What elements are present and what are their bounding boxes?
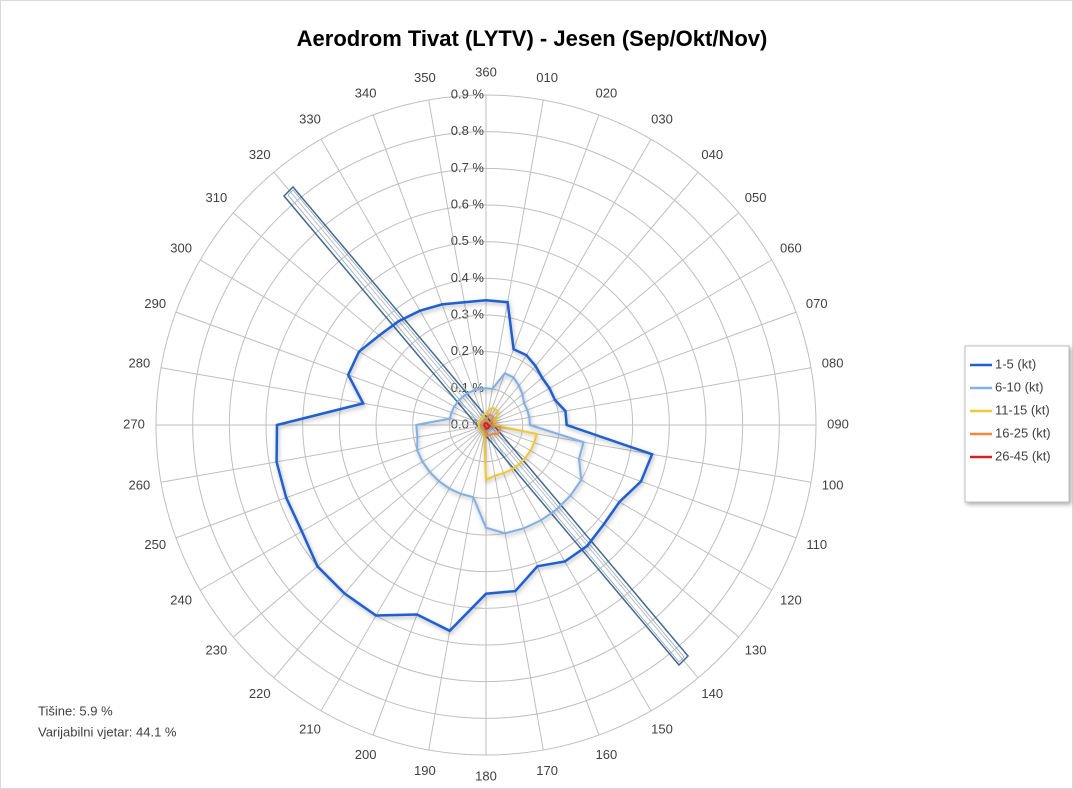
r-tick-label: 0.5 % [451, 233, 485, 248]
category-label: 280 [128, 355, 150, 370]
category-label: 110 [806, 537, 827, 552]
category-label: 300 [170, 240, 192, 255]
spoke [485, 424, 773, 591]
category-label: 340 [355, 86, 377, 101]
category-label: 360 [475, 64, 497, 79]
spoke [273, 424, 487, 679]
spoke [485, 424, 544, 751]
category-label: 120 [780, 592, 802, 607]
spoke [485, 424, 740, 638]
spoke [372, 424, 487, 736]
spoke [485, 99, 544, 426]
r-tick-label: 0.3 % [451, 306, 485, 321]
category-label: 260 [128, 478, 150, 493]
series-line [483, 422, 491, 430]
spoke [485, 212, 740, 426]
legend-label: 11-15 (kt) [995, 402, 1050, 417]
category-label: 290 [144, 296, 166, 311]
category-label: 310 [206, 190, 228, 205]
category-label: 050 [745, 190, 767, 205]
category-label: 210 [299, 721, 321, 736]
series-group [275, 299, 654, 633]
legend-label: 26-45 (kt) [995, 448, 1051, 463]
annotation: Tišine: 5.9 % [38, 703, 113, 718]
r-tick-label: 0.6 % [451, 196, 485, 211]
legend-label: 16-25 (kt) [995, 425, 1051, 440]
spoke [175, 424, 487, 539]
spoke [428, 99, 487, 426]
r-tick-label: 0.9 % [451, 86, 485, 101]
spoke [232, 424, 487, 638]
category-label: 060 [780, 240, 802, 255]
category-label: 200 [355, 747, 377, 762]
category-label: 220 [249, 686, 271, 701]
spoke [160, 424, 487, 483]
category-label: 350 [414, 70, 436, 85]
r-tick-label: 0.2 % [451, 343, 485, 358]
category-label: 150 [651, 721, 673, 736]
category-label: 330 [299, 112, 321, 127]
legend-box [964, 345, 1070, 503]
spoke [485, 424, 699, 679]
series-line [275, 299, 654, 633]
category-label: 320 [249, 147, 271, 162]
category-label: 140 [701, 686, 723, 701]
r-tick-label: 0.4 % [451, 270, 485, 285]
spoke [485, 259, 773, 426]
category-label: 190 [414, 763, 436, 778]
spoke [199, 424, 487, 591]
r-tick-label: 0.7 % [451, 160, 485, 175]
grid: 0.0 %0.1 %0.2 %0.3 %0.4 %0.5 %0.6 %0.7 %… [123, 64, 849, 783]
spoke [485, 171, 699, 426]
category-label: 020 [596, 86, 618, 101]
spoke [485, 424, 600, 736]
spoke [320, 424, 487, 712]
category-label: 030 [651, 112, 673, 127]
category-label: 250 [144, 537, 166, 552]
category-label: 090 [827, 416, 849, 431]
legend: 1-5 (kt) 6-10 (kt) 11-15 (kt) 16-25 (kt) 26-… [970, 356, 1051, 463]
category-label: 040 [701, 147, 723, 162]
spoke [320, 138, 487, 426]
category-label: 100 [822, 478, 844, 493]
r-tick-label: 0.8 % [451, 123, 485, 138]
spoke [160, 367, 487, 426]
spoke [485, 367, 812, 426]
spoke [485, 311, 797, 426]
category-label: 270 [123, 416, 145, 431]
category-label: 010 [536, 70, 558, 85]
category-label: 080 [822, 355, 844, 370]
series-line [415, 372, 585, 535]
spoke [485, 424, 652, 712]
series-line [481, 413, 502, 438]
runway [282, 185, 690, 667]
category-label: 070 [806, 296, 828, 311]
chart-title: Aerodrom Tivat (LYTV) - Jesen (Sep/Okt/N… [297, 26, 768, 51]
spoke [372, 114, 487, 426]
spoke [273, 171, 487, 426]
annotation: Varijabilni vjetar: 44.1 % [38, 724, 177, 739]
spoke [232, 212, 487, 426]
category-label: 230 [206, 643, 228, 658]
spoke [199, 259, 487, 426]
category-label: 130 [745, 643, 767, 658]
category-label: 180 [475, 768, 497, 783]
spoke [428, 424, 487, 751]
series-line [477, 406, 538, 482]
category-label: 160 [596, 747, 618, 762]
spoke [175, 311, 487, 426]
runway-inner [287, 189, 685, 663]
legend-label: 1-5 (kt) [995, 356, 1036, 371]
category-label: 170 [536, 763, 558, 778]
category-label: 240 [170, 592, 192, 607]
legend-label: 6-10 (kt) [995, 379, 1043, 394]
